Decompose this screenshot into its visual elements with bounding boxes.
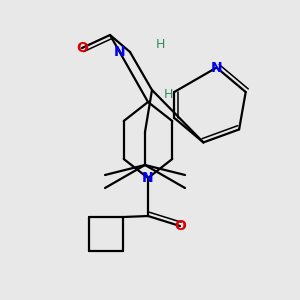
Text: O: O bbox=[76, 41, 88, 55]
Text: O: O bbox=[174, 219, 186, 233]
Text: H: H bbox=[155, 38, 165, 52]
Text: N: N bbox=[142, 171, 154, 185]
Text: N: N bbox=[211, 61, 222, 75]
Text: N: N bbox=[113, 45, 125, 59]
Text: H: H bbox=[163, 88, 173, 101]
